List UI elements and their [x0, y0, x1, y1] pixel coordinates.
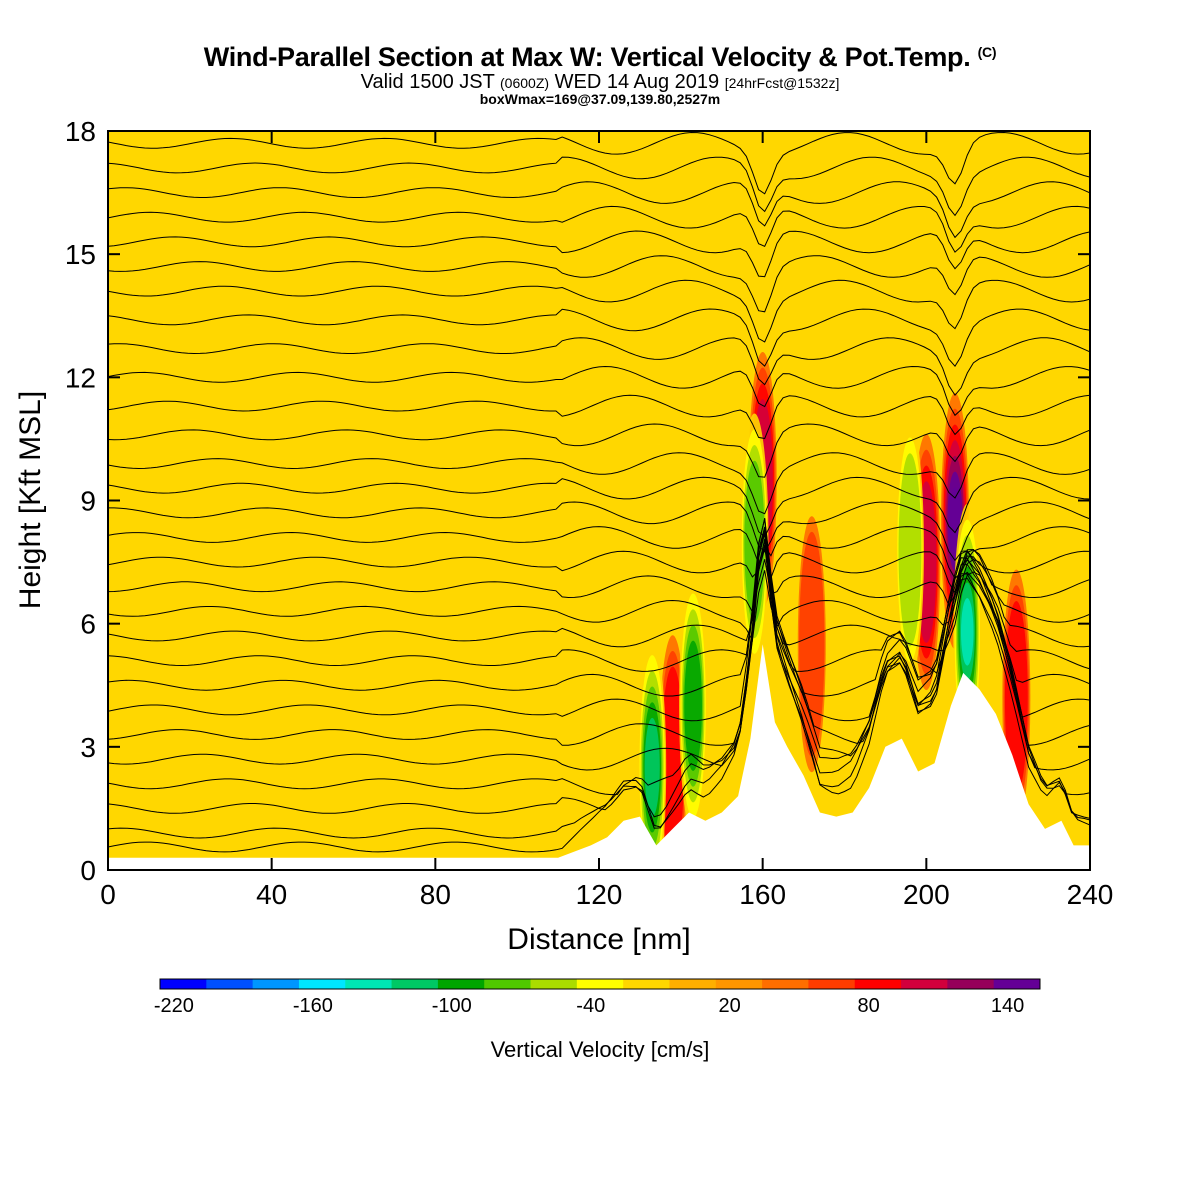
- downdraft-core: [684, 640, 702, 771]
- chart-subtitle: Valid 1500 JST (0600Z) WED 14 Aug 2019 […: [360, 71, 840, 93]
- colorbar-swatch: [206, 979, 254, 989]
- isentrope-line: [108, 205, 1090, 253]
- downdraft-core: [960, 598, 974, 666]
- y-tick-label: 9: [80, 486, 96, 517]
- isentrope-line: [108, 452, 1090, 515]
- colorbar-swatch: [391, 979, 439, 989]
- isentrope-line: [108, 255, 1090, 313]
- colorbar-tick-label: -40: [576, 995, 605, 1017]
- downdraft-core: [644, 717, 660, 817]
- colorbar-swatch: [298, 979, 346, 989]
- isentrope-line: [108, 544, 1090, 796]
- isentrope-line: [108, 526, 1090, 746]
- colorbar-tick-label: 80: [858, 995, 880, 1017]
- isentrope-line: [108, 527, 1090, 674]
- isentrope-line: [108, 538, 1090, 771]
- isentrope-line: [108, 365, 1090, 417]
- isentrope-line: [108, 131, 1090, 195]
- isentrope-line: [108, 230, 1090, 278]
- terrain-mask: [108, 644, 1090, 870]
- isentrope-line: [108, 517, 1090, 722]
- colorbar-tick-label: 20: [719, 995, 741, 1017]
- isentrope-line: [108, 279, 1090, 343]
- isentrope-line: [108, 181, 1090, 239]
- isentrope-line: [108, 533, 1090, 652]
- colorbar-frame: [159, 978, 1041, 990]
- isentrope-line: [108, 518, 1090, 697]
- isentrope-line: [108, 548, 1090, 594]
- colorbar-swatch: [808, 979, 856, 989]
- isentrope-line: [108, 423, 1090, 478]
- colorbar: -220 -160 -100 -40 20 80 140: [154, 978, 1041, 1017]
- colorbar-swatch: [669, 979, 717, 989]
- y-axis-label: Height [Kft MSL]: [14, 391, 47, 609]
- colorbar-label: Vertical Velocity [cm/s]: [491, 1037, 710, 1062]
- colorbar-swatch: [576, 979, 624, 989]
- isentrope-line: [108, 156, 1090, 217]
- isentrope-line: [108, 501, 1090, 562]
- colorbar-tick-label: -160: [293, 995, 333, 1017]
- isentrope-line: [108, 337, 1090, 397]
- x-tick-label: 0: [100, 879, 116, 910]
- colorbar-swatch: [484, 979, 532, 989]
- colorbar-swatch: [854, 979, 902, 989]
- downdraft-core: [744, 460, 765, 623]
- isentrope-line: [108, 527, 1090, 853]
- colorbar-tick-label: 140: [991, 995, 1024, 1017]
- colorbar-swatch: [947, 979, 995, 989]
- chart-title: Wind-Parallel Section at Max W: Vertical…: [203, 42, 997, 72]
- colorbar-tick-label: -220: [154, 995, 194, 1017]
- colorbar-tick-label: -100: [432, 995, 472, 1017]
- colorbar-swatch: [623, 979, 670, 989]
- x-tick-label: 160: [739, 879, 786, 910]
- isentrope-line: [108, 394, 1090, 440]
- y-tick-label: 3: [80, 732, 96, 763]
- colorbar-swatch: [715, 979, 763, 989]
- colorbar-swatch: [762, 979, 809, 989]
- colorbar-swatch: [993, 979, 1041, 989]
- isentrope-line: [108, 526, 1090, 580]
- isentrope-line: [108, 308, 1090, 368]
- x-tick-label: 120: [576, 879, 623, 910]
- colorbar-swatch: [252, 979, 300, 989]
- x-axis-label: Distance [nm]: [507, 923, 690, 956]
- x-tick-label: 40: [256, 879, 287, 910]
- x-tick-label: 240: [1067, 879, 1114, 910]
- chart-subtitle-2: boxWmax=169@37.09,139.80,2527m: [479, 91, 721, 107]
- colorbar-swatch: [437, 979, 485, 989]
- x-tick-label: 200: [903, 879, 950, 910]
- isentrope-line: [108, 548, 1090, 614]
- y-tick-label: 12: [65, 362, 96, 393]
- colorbar-swatch: [345, 979, 393, 989]
- colorbar-swatch: [901, 979, 948, 989]
- y-tick-label: 15: [65, 239, 96, 270]
- isentrope-line: [108, 540, 1090, 819]
- isentrope-line: [108, 476, 1090, 538]
- y-tick-label: 6: [80, 609, 96, 640]
- colorbar-swatch: [530, 979, 578, 989]
- downdraft-core: [898, 453, 922, 647]
- isentrope-line: [108, 549, 1090, 643]
- y-tick-label: 0: [80, 855, 96, 886]
- y-tick-label: 18: [65, 116, 96, 147]
- colorbar-swatch: [160, 979, 207, 989]
- x-tick-label: 80: [420, 879, 451, 910]
